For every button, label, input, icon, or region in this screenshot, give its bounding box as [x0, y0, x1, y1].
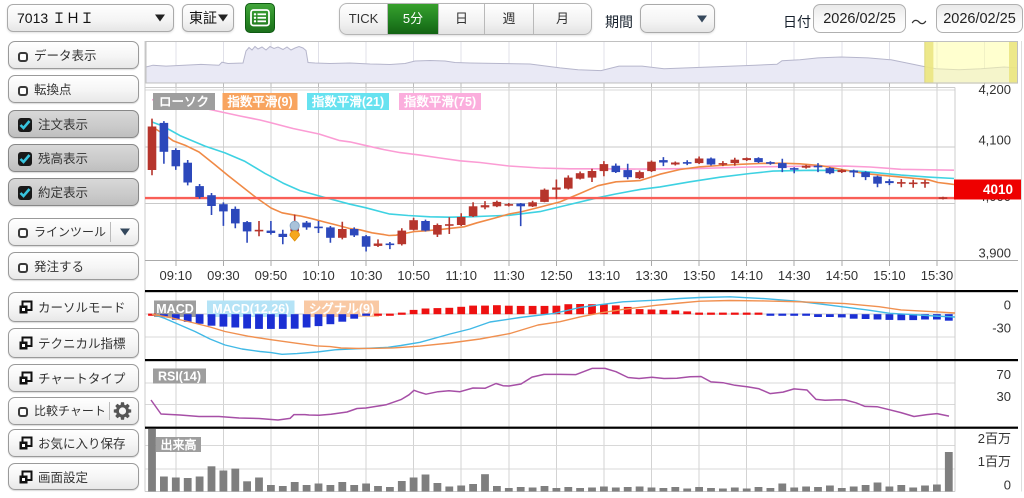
svg-text:10:50: 10:50 [397, 268, 430, 283]
svg-text:11:30: 11:30 [493, 268, 525, 283]
svg-text:11:10: 11:10 [445, 268, 477, 283]
svg-text:0: 0 [1004, 297, 1011, 312]
svg-text:RSI(14): RSI(14) [158, 370, 201, 384]
svg-text:シグナル(9): シグナル(9) [309, 301, 374, 316]
svg-text:MACD(12,26): MACD(12,26) [212, 302, 289, 316]
svg-text:30: 30 [997, 389, 1011, 404]
svg-text:-30: -30 [992, 320, 1011, 335]
svg-text:4,100: 4,100 [978, 133, 1011, 148]
svg-text:1百万: 1百万 [978, 454, 1011, 469]
svg-text:指数平滑(9): 指数平滑(9) [227, 94, 292, 109]
svg-text:10:30: 10:30 [350, 268, 383, 283]
svg-text:指数平滑(21): 指数平滑(21) [312, 94, 384, 109]
svg-text:4,200: 4,200 [978, 82, 1011, 97]
svg-text:2百万: 2百万 [978, 431, 1011, 446]
svg-text:14:10: 14:10 [730, 268, 763, 283]
svg-text:13:10: 13:10 [588, 268, 621, 283]
svg-text:70: 70 [997, 367, 1011, 382]
svg-text:14:50: 14:50 [826, 268, 859, 283]
svg-text:出来高: 出来高 [160, 437, 196, 452]
svg-text:09:30: 09:30 [207, 268, 240, 283]
svg-text:4010: 4010 [983, 182, 1013, 197]
svg-text:12:50: 12:50 [540, 268, 573, 283]
svg-text:14:30: 14:30 [778, 268, 811, 283]
svg-text:指数平滑(75): 指数平滑(75) [404, 94, 476, 109]
svg-text:15:30: 15:30 [921, 268, 954, 283]
svg-text:09:10: 09:10 [160, 268, 193, 283]
svg-text:15:10: 15:10 [873, 268, 906, 283]
svg-text:0: 0 [1004, 478, 1011, 493]
svg-text:13:30: 13:30 [635, 268, 668, 283]
svg-text:09:50: 09:50 [255, 268, 288, 283]
svg-text:3,900: 3,900 [978, 246, 1011, 261]
svg-text:10:10: 10:10 [302, 268, 335, 283]
svg-text:MACD: MACD [156, 302, 194, 316]
svg-text:ローソク: ローソク [159, 95, 209, 109]
svg-text:13:50: 13:50 [683, 268, 716, 283]
